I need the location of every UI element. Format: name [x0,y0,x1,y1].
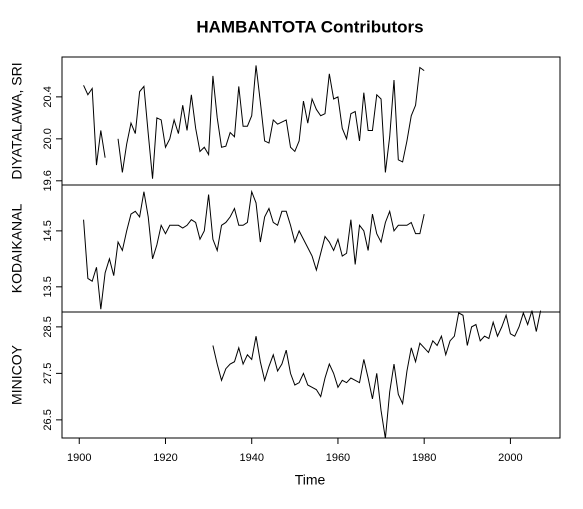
x-tick-label: 1900 [67,452,91,464]
x-tick-label: 1920 [153,452,177,464]
y-tick-label: 26.5 [42,409,54,430]
y-tick-label: 13.5 [42,276,54,297]
x-tick-label: 1960 [326,452,350,464]
y-axis-label: MINICOY [9,344,25,405]
x-axis-label: Time [295,472,326,488]
panel-frame [61,184,561,313]
panel-frame [61,311,561,439]
y-tick-label: 20.0 [42,128,54,149]
y-tick-label: 14.5 [42,220,54,241]
y-tick-label: 27.5 [42,363,54,384]
series-line [212,310,542,439]
y-tick-label: 28.5 [42,316,54,337]
x-tick-label: 2000 [498,452,522,464]
series-line [83,189,425,310]
x-tick-label: 1940 [239,452,263,464]
y-axis-label: KODAIKANAL [9,204,25,294]
y-tick-label: 19.6 [42,170,54,191]
series-line [83,65,425,179]
y-axis-label: DIYATALAWA, SRI [9,62,25,179]
y-tick-label: 20.4 [42,86,54,107]
chart-title: HAMBANTOTA Contributors [196,17,423,36]
x-tick-label: 1980 [412,452,436,464]
